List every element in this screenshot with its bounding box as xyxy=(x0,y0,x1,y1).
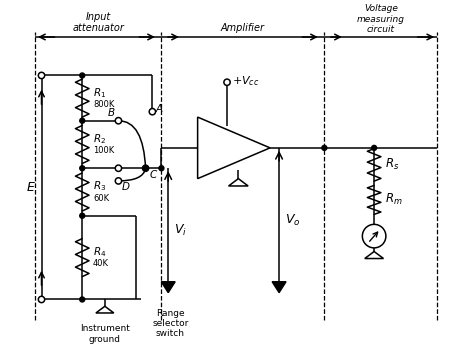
Text: $R_1$: $R_1$ xyxy=(93,86,106,100)
Text: $V_o$: $V_o$ xyxy=(284,213,300,228)
Text: B: B xyxy=(108,108,115,118)
Text: $R_3$: $R_3$ xyxy=(93,180,106,193)
Text: D: D xyxy=(122,182,130,192)
Circle shape xyxy=(159,166,164,171)
Text: $R_4$: $R_4$ xyxy=(93,245,107,259)
Circle shape xyxy=(149,109,155,115)
Circle shape xyxy=(80,297,85,302)
Text: Amplifier: Amplifier xyxy=(221,24,265,33)
Circle shape xyxy=(80,118,85,123)
Polygon shape xyxy=(365,252,383,258)
Circle shape xyxy=(38,296,45,303)
Circle shape xyxy=(80,73,85,78)
Text: 60K: 60K xyxy=(93,194,109,203)
Polygon shape xyxy=(161,282,175,293)
Text: $R_s$: $R_s$ xyxy=(385,157,400,172)
Text: E: E xyxy=(27,181,35,194)
Text: Voltage
measuring
circuit: Voltage measuring circuit xyxy=(357,4,405,34)
Polygon shape xyxy=(272,282,286,293)
Text: $+V_{cc}$: $+V_{cc}$ xyxy=(232,74,259,88)
Circle shape xyxy=(115,118,122,124)
Polygon shape xyxy=(198,117,270,179)
Polygon shape xyxy=(228,179,248,186)
Circle shape xyxy=(80,213,85,218)
Text: $R_2$: $R_2$ xyxy=(93,132,106,146)
Polygon shape xyxy=(96,306,114,313)
Text: 40K: 40K xyxy=(93,260,109,268)
Text: A: A xyxy=(155,104,163,115)
Text: C: C xyxy=(149,171,156,181)
Circle shape xyxy=(115,178,122,184)
Circle shape xyxy=(224,79,230,85)
Text: $R_m$: $R_m$ xyxy=(385,192,403,208)
Text: Range
selector
switch: Range selector switch xyxy=(152,309,189,338)
Circle shape xyxy=(38,72,45,79)
Text: $V_i$: $V_i$ xyxy=(173,223,187,238)
Circle shape xyxy=(372,145,377,151)
Text: 800K: 800K xyxy=(93,100,114,109)
Text: 100K: 100K xyxy=(93,146,114,155)
Circle shape xyxy=(362,224,386,248)
Circle shape xyxy=(80,166,85,171)
Circle shape xyxy=(115,165,122,171)
Circle shape xyxy=(142,165,149,171)
Text: Input
attenuator: Input attenuator xyxy=(72,12,124,33)
Circle shape xyxy=(322,145,327,151)
Text: Instrument
ground: Instrument ground xyxy=(80,324,130,344)
